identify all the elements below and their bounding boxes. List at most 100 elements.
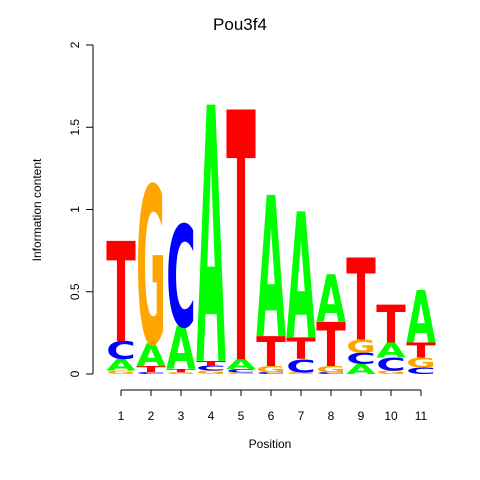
logo-letter-C: C <box>376 355 405 376</box>
svg-text:T: T <box>226 41 255 441</box>
logo-letter-T: T <box>406 339 436 362</box>
logo-letter-C: C <box>316 372 345 375</box>
svg-text:C: C <box>136 372 165 375</box>
svg-text:G: G <box>406 355 435 370</box>
svg-text:C: C <box>286 356 315 377</box>
logo-letter-G: G <box>406 355 435 370</box>
logo-letter-T: T <box>196 360 225 368</box>
svg-text:T: T <box>256 328 286 375</box>
logo-letter-A: A <box>106 356 136 374</box>
x-tick-label: 11 <box>415 409 428 423</box>
y-axis-label: Information content <box>30 158 44 261</box>
x-tick-label: 5 <box>238 409 245 423</box>
svg-text:C: C <box>196 364 226 372</box>
svg-text:A: A <box>166 315 195 384</box>
svg-text:A: A <box>106 356 136 374</box>
logo-letter-G: G <box>316 364 345 374</box>
svg-text:T: T <box>286 332 315 366</box>
svg-text:A: A <box>226 356 255 372</box>
logo-letter-T: T <box>136 364 166 374</box>
x-axis-label: Position <box>249 437 292 451</box>
y-axis: 0 0.5 1 1.5 2 <box>68 41 94 377</box>
x-axis: 1 2 3 4 5 6 7 8 9 10 11 <box>118 389 428 423</box>
svg-text:A: A <box>286 176 315 379</box>
logo-letter-T: T <box>106 214 135 375</box>
x-tick-label: 7 <box>298 409 305 423</box>
logo-letter-A: A <box>376 340 406 363</box>
chart-title: Pou3f4 <box>213 15 267 34</box>
logo-letter-A: A <box>286 176 315 379</box>
logo-letter-A: A <box>346 361 375 377</box>
x-tick-label: 1 <box>118 409 125 423</box>
logo-letter-T: T <box>316 310 345 380</box>
y-tick-label: 0.5 <box>68 283 82 300</box>
svg-text:A: A <box>406 275 436 360</box>
logo-letter-C: C <box>406 366 435 377</box>
svg-text:G: G <box>106 370 135 375</box>
y-tick-label: 1.5 <box>68 119 82 136</box>
logo-letter-C: C <box>196 364 226 372</box>
svg-text:G: G <box>346 336 375 357</box>
svg-text:C: C <box>316 372 345 375</box>
svg-text:G: G <box>136 142 165 395</box>
svg-text:T: T <box>376 296 406 356</box>
svg-text:G: G <box>196 370 225 375</box>
svg-text:G: G <box>316 364 345 374</box>
logo-letter-T: T <box>256 328 286 375</box>
logo-letter-A: A <box>136 338 165 374</box>
logo-letter-C: C <box>166 199 195 361</box>
logo-letter-A: A <box>226 356 255 372</box>
svg-text:C: C <box>406 366 435 377</box>
logo-letter-A: A <box>196 35 225 444</box>
svg-text:C: C <box>346 350 375 368</box>
svg-text:T: T <box>136 364 166 374</box>
logo-letter-C: C <box>346 350 375 368</box>
svg-text:G: G <box>376 370 405 375</box>
logo-letter-C: C <box>286 356 315 377</box>
svg-text:A: A <box>136 338 165 374</box>
y-tick-label: 0 <box>68 370 82 377</box>
y-tick-label: 1 <box>68 206 82 213</box>
svg-text:T: T <box>316 310 345 380</box>
svg-text:G: G <box>256 364 285 374</box>
logo-letter-A: A <box>256 156 285 382</box>
svg-text:C: C <box>256 372 285 375</box>
svg-text:A: A <box>196 35 225 444</box>
logo-letter-C: C <box>226 368 256 373</box>
logo-letter-T: T <box>226 41 255 441</box>
svg-text:C: C <box>226 368 256 373</box>
svg-text:A: A <box>256 156 285 382</box>
svg-text:T: T <box>196 360 225 368</box>
logo-letter-G: G <box>226 372 255 375</box>
svg-text:T: T <box>106 214 135 375</box>
logo-letter-G: G <box>106 370 135 375</box>
y-tick-label: 2 <box>68 41 82 48</box>
svg-text:C: C <box>106 336 135 365</box>
logo-letter-C: C <box>136 372 165 375</box>
svg-text:T: T <box>346 236 376 367</box>
logo-letter-T: T <box>346 236 376 367</box>
logo-letter-T: T <box>166 368 196 373</box>
svg-text:C: C <box>376 355 405 376</box>
svg-text:T: T <box>406 339 436 362</box>
logo-letter-G: G <box>286 372 315 375</box>
svg-text:A: A <box>346 361 375 377</box>
logo-letter-T: T <box>286 332 315 366</box>
x-tick-label: 8 <box>328 409 335 423</box>
svg-text:G: G <box>226 372 255 375</box>
svg-text:T: T <box>166 368 196 373</box>
logo-letter-G: G <box>376 370 405 375</box>
logo-letter-A: A <box>406 275 436 360</box>
svg-text:G: G <box>286 372 315 375</box>
x-tick-label: 6 <box>268 409 275 423</box>
logo-letter-G: G <box>166 372 195 375</box>
svg-text:G: G <box>166 372 195 375</box>
x-tick-label: 3 <box>178 409 185 423</box>
logo-letter-A: A <box>166 315 195 384</box>
logo-letter-G: G <box>196 370 225 375</box>
x-tick-label: 9 <box>358 409 365 423</box>
logo-letter-G: G <box>346 336 375 357</box>
svg-text:A: A <box>376 340 406 363</box>
